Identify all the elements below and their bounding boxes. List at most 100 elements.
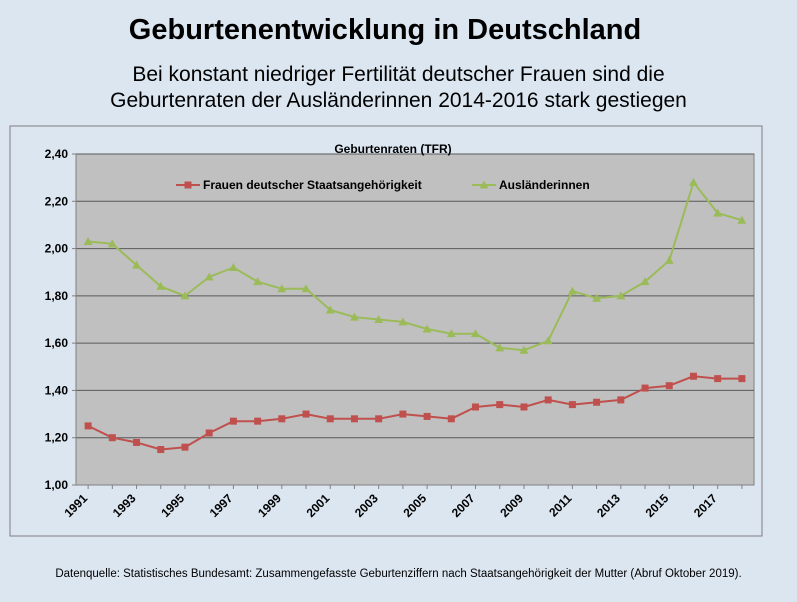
y-axis: 1,00 1,20 1,40 1,60 1,80 2,00 2,20 2,40 [45, 147, 77, 492]
data-point [205, 429, 213, 437]
data-point [616, 291, 626, 300]
legend-item-german: Frauen deutscher Staatsangehörigkeit [176, 178, 422, 192]
data-point [447, 415, 455, 423]
x-tick-label: 2015 [643, 491, 672, 520]
data-point [253, 277, 263, 286]
data-point [496, 401, 504, 409]
data-point [302, 410, 310, 418]
x-tick-label: 2011 [546, 491, 575, 520]
data-point [375, 415, 383, 423]
x-tick-label: 2017 [691, 491, 720, 520]
data-point [181, 443, 189, 451]
data-point [204, 272, 214, 281]
data-point [446, 329, 456, 338]
subtitle-line-1: Bei konstant niedriger Fertilität deutsc… [132, 63, 665, 86]
data-point [665, 382, 673, 390]
data-point [157, 446, 165, 454]
legend-label-foreign: Ausländerinnen [499, 178, 590, 192]
x-tick-label: 2001 [304, 491, 333, 520]
data-point [713, 208, 723, 217]
x-tick-label: 1995 [158, 491, 187, 520]
data-point [593, 398, 601, 406]
data-point [688, 177, 698, 186]
subtitle-line-2: Geburtenraten der Ausländerinnen 2014-20… [110, 89, 687, 112]
data-point [641, 384, 649, 392]
data-point [640, 277, 650, 286]
y-tick-label: 2,00 [45, 242, 69, 256]
data-point [108, 434, 116, 442]
y-tick-label: 2,20 [45, 194, 69, 208]
legend-marker-foreign [479, 180, 489, 189]
data-point [737, 215, 747, 224]
x-axis: 1991 1993 1995 1997 1999 2001 2003 2005 2007 2009… [61, 484, 754, 520]
x-tick-label: 2009 [497, 491, 526, 520]
data-point [689, 372, 697, 380]
x-tick-label: 2007 [449, 491, 478, 520]
data-point [325, 305, 335, 314]
data-point [398, 317, 408, 326]
legend: Frauen deutscher Staatsangehörigkeit Aus… [176, 178, 590, 192]
series-line [88, 181, 743, 352]
legend-marker-german [184, 181, 192, 189]
data-point [374, 315, 384, 323]
series-foreign [83, 177, 747, 354]
y-tick-label: 1,60 [45, 336, 69, 350]
data-point [738, 375, 746, 383]
chart-title: Geburtenraten (TFR) [334, 142, 451, 156]
y-tick-label: 2,40 [45, 147, 69, 161]
data-point [132, 260, 142, 269]
data-point [83, 236, 93, 245]
data-point [592, 293, 602, 302]
x-tick-label: 1997 [207, 491, 236, 520]
x-tick-label: 2013 [594, 491, 623, 520]
data-point [156, 281, 166, 290]
data-point [520, 403, 528, 411]
data-point [254, 417, 262, 425]
data-point [422, 324, 432, 333]
data-point [277, 284, 287, 293]
data-point [133, 438, 141, 446]
data-point [350, 415, 358, 423]
page-title: Geburtenentwicklung in Deutschland [128, 14, 642, 46]
x-tick-label: 2003 [352, 491, 381, 520]
x-tick-label: 2005 [400, 491, 429, 520]
data-point [714, 375, 722, 383]
data-point [471, 329, 481, 338]
data-point [423, 412, 431, 420]
data-point [495, 343, 505, 352]
data-point [301, 284, 311, 293]
series-german [84, 372, 746, 454]
x-tick-label: 1999 [255, 491, 284, 520]
data-point [229, 417, 237, 425]
data-point [519, 345, 529, 354]
data-point [180, 291, 190, 300]
x-tick-label: 1991 [61, 491, 90, 520]
series-layer [83, 177, 747, 454]
y-tick-label: 1,80 [45, 289, 69, 303]
legend-item-foreign: Ausländerinnen [472, 178, 590, 192]
data-point [326, 415, 334, 423]
data-point [349, 312, 359, 321]
data-point [399, 410, 407, 418]
data-point [664, 255, 674, 264]
data-source-note: Datenquelle: Statistisches Bundesamt: Zu… [55, 568, 742, 580]
data-point [107, 239, 117, 248]
data-point [472, 403, 480, 411]
data-point [278, 415, 286, 423]
data-point [568, 401, 576, 409]
data-point [544, 396, 552, 404]
legend-label-german: Frauen deutscher Staatsangehörigkeit [203, 178, 422, 192]
data-point [567, 286, 577, 295]
x-tick-label: 1993 [110, 491, 139, 520]
y-tick-label: 1,20 [45, 431, 69, 445]
y-tick-label: 1,00 [45, 478, 69, 492]
data-point [228, 262, 238, 271]
chart-outer-frame [9, 125, 763, 537]
data-point [543, 336, 553, 345]
plot-area [75, 153, 755, 486]
data-point [617, 396, 625, 404]
y-tick-label: 1,40 [45, 383, 69, 397]
data-point [84, 422, 92, 430]
page-subtitle: Bei konstant niedriger Fertilität deutsc… [0, 62, 797, 114]
